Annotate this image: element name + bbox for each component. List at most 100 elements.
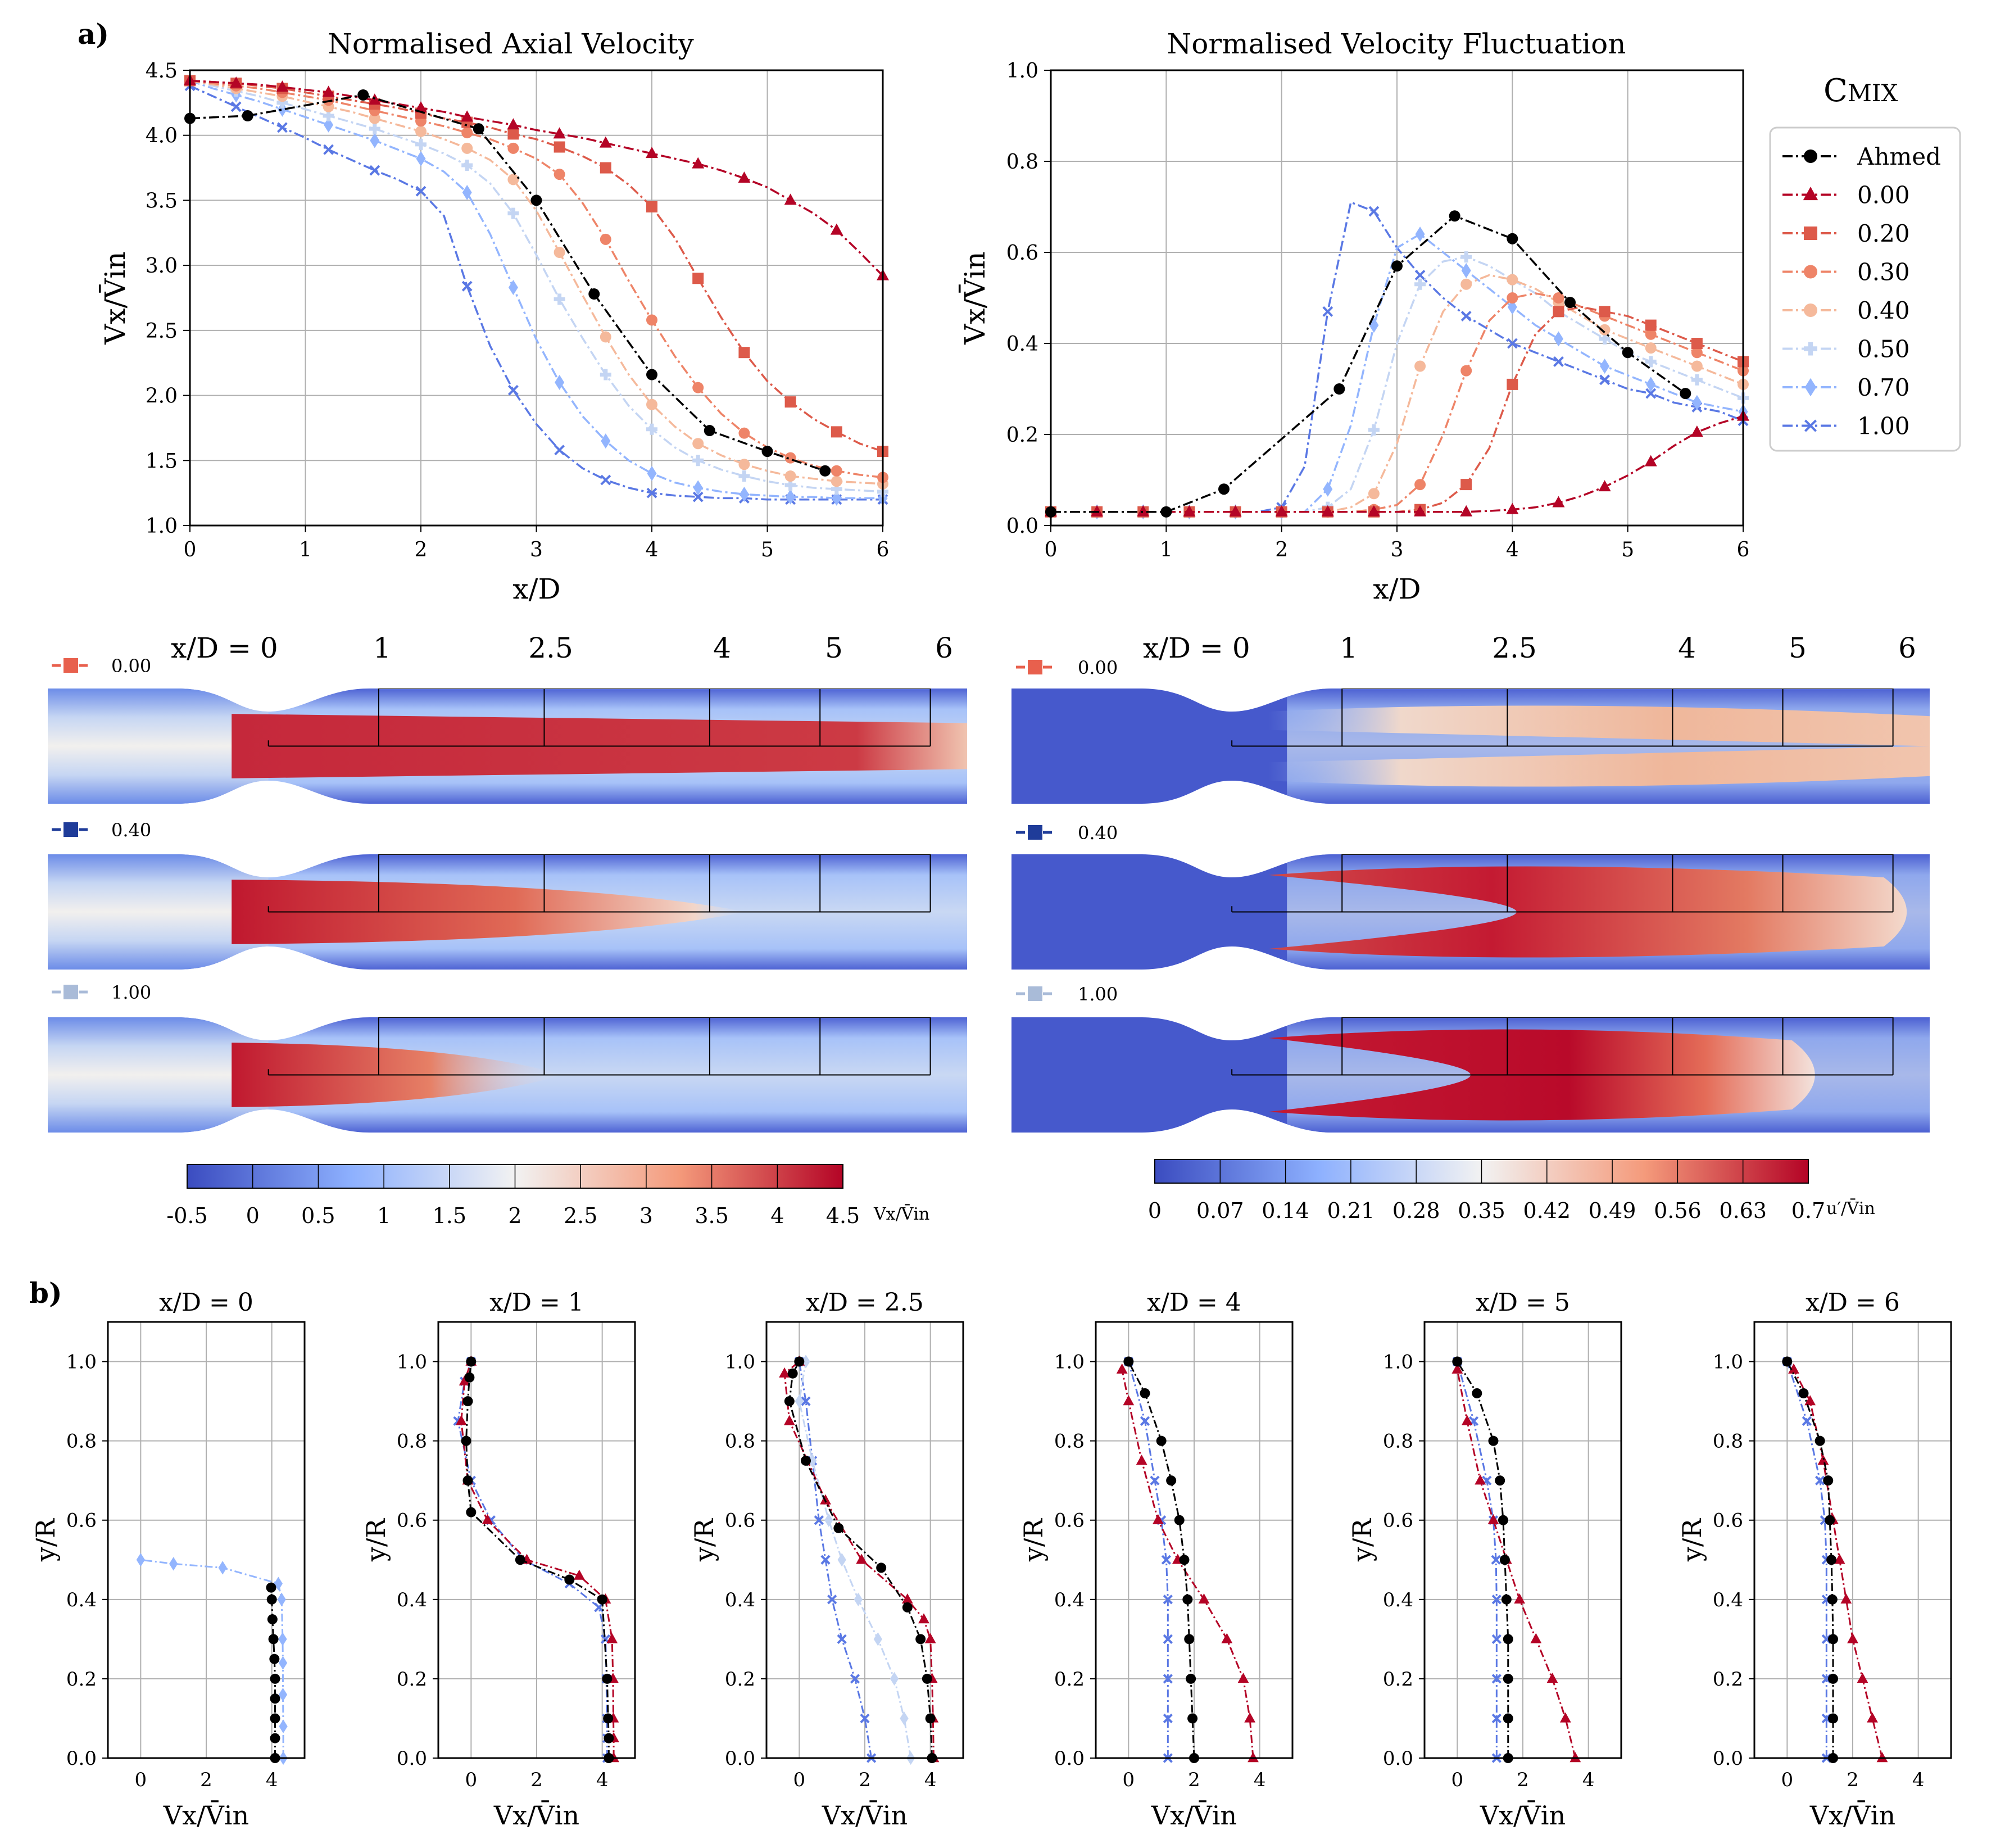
data-point	[646, 201, 657, 212]
data-point	[507, 142, 519, 154]
data-point	[692, 273, 704, 284]
fluct-grid	[1050, 70, 1744, 526]
tick-label-y: 1.0	[1713, 1351, 1743, 1374]
profile-point	[1501, 1594, 1512, 1605]
profile-point	[1876, 1752, 1888, 1763]
profile-frame	[1095, 1321, 1294, 1759]
data-point	[1449, 210, 1460, 222]
data-point	[1506, 502, 1519, 514]
tick-label-x: 0	[465, 1769, 478, 1791]
series-line	[189, 79, 883, 493]
data-point	[784, 452, 796, 464]
tick-label-x: 2	[200, 1769, 212, 1791]
profile-point	[268, 1634, 279, 1645]
radial-profiles: x/D = 00 2 40.00.20.40.60.81.0Vx/V̄iny/Rx/…	[30, 1288, 1952, 1831]
velocity-colorbar-ticks: -0.5 0 0.5 1 1.5 2 2.5 3 3.5 4 4.5	[166, 1165, 860, 1228]
data-point	[599, 136, 612, 148]
data-point	[277, 101, 287, 117]
profile-point	[1140, 1388, 1150, 1398]
data-point	[693, 480, 703, 496]
fluct-ticks: 0 1 2 3 4 5 6 0.0 0.2 0.4 0.6 0.8 1.0	[1006, 60, 1750, 561]
data-point	[692, 491, 704, 502]
data-point	[554, 169, 565, 180]
profile-point	[1867, 1712, 1878, 1723]
legend-label: 0.40	[1857, 297, 1910, 324]
colorbar-tick-label: 0	[1148, 1198, 1162, 1223]
profile-frame	[765, 1321, 964, 1759]
data-point	[1460, 278, 1472, 290]
data-point	[1553, 292, 1564, 304]
station-right-3: 4	[1678, 632, 1696, 664]
tick-label-y: 0.4	[1713, 1589, 1743, 1611]
data-point	[1507, 378, 1518, 390]
tick-label-y: 0.6	[1006, 242, 1038, 265]
data-point	[507, 207, 519, 219]
velocity-contour-row	[48, 1017, 967, 1133]
profile-point	[1491, 1674, 1502, 1684]
tick-label-x: 6	[1737, 538, 1750, 561]
profile-point	[278, 1656, 288, 1670]
tick-label-x: 5	[761, 538, 774, 561]
data-point	[1645, 342, 1657, 354]
station-right-2: 2.5	[1492, 632, 1537, 664]
profile-xlabel: Vx/V̄in	[822, 1800, 908, 1831]
tick-label-x: 4	[646, 538, 659, 561]
data-point	[1691, 347, 1703, 359]
tick-label-x: 6	[877, 538, 890, 561]
data-point	[784, 193, 797, 205]
data-point	[692, 455, 704, 466]
data-point	[601, 433, 611, 449]
fluctuation-contour-row	[1011, 854, 1930, 970]
data-point	[1644, 455, 1657, 466]
data-point	[1598, 480, 1611, 492]
tick-label-y: 0.8	[66, 1430, 97, 1453]
profile-point	[1503, 1713, 1513, 1724]
colorbar-tick-label: 0.35	[1458, 1198, 1505, 1223]
profile-point	[270, 1693, 280, 1704]
data-point	[1321, 505, 1334, 517]
legend-title: CMIX	[1823, 73, 1898, 109]
legend-entry: 0.50	[1782, 336, 1910, 363]
colorbar-tick-label: 2	[508, 1203, 521, 1228]
profile-point	[1461, 1415, 1473, 1425]
profile-line	[798, 1361, 912, 1759]
profile-line	[1456, 1361, 1498, 1758]
row-label-left-0-text: 0.00	[111, 655, 151, 677]
profile-point	[464, 1372, 475, 1383]
data-point	[1553, 306, 1564, 318]
profile-point	[1248, 1752, 1259, 1763]
profile-point	[1184, 1634, 1195, 1645]
data-point	[786, 489, 796, 505]
data-point	[1160, 506, 1172, 518]
profile-point	[1161, 1555, 1172, 1565]
profile-panel: x/D = 2.5 0 2 4 0.0 0.2 0.4 0.6 0.8 1.0 Vx/V̄in y/R	[689, 1288, 964, 1831]
legend-entry: Ahmed	[1782, 143, 1941, 170]
shear-layer-upper	[1268, 705, 1930, 746]
data-point	[738, 427, 750, 439]
data-point	[692, 382, 704, 393]
data-point	[1646, 377, 1656, 392]
profile-point	[1140, 1416, 1150, 1426]
profile-point	[277, 1592, 286, 1606]
profile-point	[1491, 1595, 1502, 1605]
profile-xlabel: Vx/V̄in	[1151, 1800, 1237, 1831]
series-line	[189, 94, 825, 472]
data-point	[357, 89, 369, 101]
data-point	[1690, 425, 1703, 437]
profile-point	[876, 1562, 887, 1573]
data-point	[1322, 306, 1333, 317]
profile-point	[1475, 1474, 1486, 1485]
tick-label-y: 0.6	[397, 1510, 427, 1532]
fluctuation-contour-row	[1011, 689, 1930, 804]
tick-label-x: 0	[793, 1769, 806, 1791]
station-right-1: 1	[1340, 632, 1358, 664]
profile-point	[594, 1602, 604, 1613]
fluctuation-contours	[1011, 689, 1930, 1133]
profile-point	[603, 1713, 614, 1724]
station-prefix-right: x/D = 0	[1143, 632, 1250, 664]
profile-point	[837, 1553, 846, 1567]
data-point	[1218, 483, 1230, 495]
series-line	[189, 79, 883, 500]
data-point	[507, 174, 519, 185]
profile-point	[1123, 1356, 1134, 1367]
